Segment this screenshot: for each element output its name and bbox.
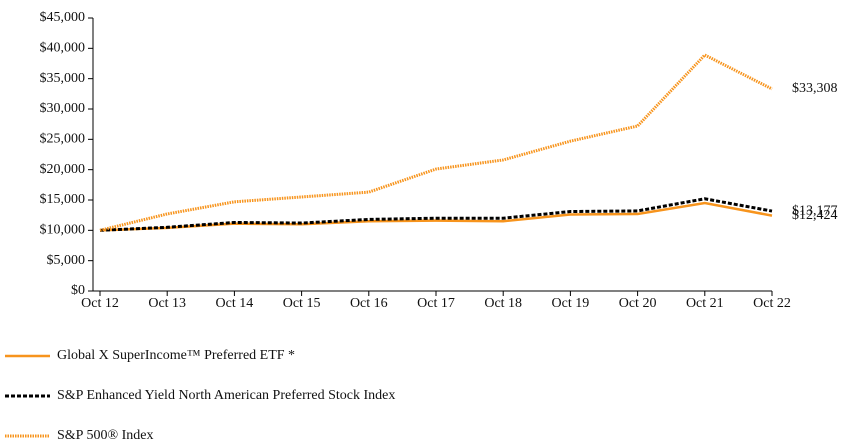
x-tick-label: Oct 20 bbox=[619, 296, 657, 311]
x-tick-label: Oct 19 bbox=[552, 296, 590, 311]
y-tick-label: $25,000 bbox=[40, 132, 86, 147]
y-tick-label: $0 bbox=[71, 283, 85, 298]
value-label: $33,308 bbox=[792, 81, 838, 96]
y-tick-label: $35,000 bbox=[40, 71, 86, 86]
value-label: $12,424 bbox=[792, 208, 838, 223]
x-tick-label: Oct 16 bbox=[350, 296, 388, 311]
x-tick-label: Oct 17 bbox=[417, 296, 455, 311]
legend-label: Global X SuperIncome™ Preferred ETF * bbox=[57, 348, 295, 363]
legend-label: S&P Enhanced Yield North American Prefer… bbox=[57, 388, 395, 403]
y-tick-label: $40,000 bbox=[40, 41, 86, 56]
y-tick-label: $20,000 bbox=[40, 162, 86, 177]
x-tick-label: Oct 18 bbox=[484, 296, 522, 311]
y-tick-label: $30,000 bbox=[40, 101, 86, 116]
x-tick-label: Oct 21 bbox=[686, 296, 724, 311]
y-tick-label: $5,000 bbox=[47, 253, 86, 268]
value-label: $13,177 bbox=[792, 203, 838, 218]
series-line bbox=[99, 53, 773, 232]
x-tick-label: Oct 15 bbox=[283, 296, 321, 311]
y-tick-label: $45,000 bbox=[40, 10, 86, 25]
series-line bbox=[99, 197, 773, 232]
x-tick-label: Oct 12 bbox=[81, 296, 119, 311]
x-tick-label: Oct 14 bbox=[216, 296, 254, 311]
legend-label: S&P 500® Index bbox=[57, 428, 153, 443]
series-line bbox=[99, 201, 773, 232]
y-tick-label: $15,000 bbox=[40, 192, 86, 207]
x-tick-label: Oct 22 bbox=[753, 296, 791, 311]
x-tick-label: Oct 13 bbox=[148, 296, 186, 311]
y-tick-label: $10,000 bbox=[40, 223, 86, 238]
